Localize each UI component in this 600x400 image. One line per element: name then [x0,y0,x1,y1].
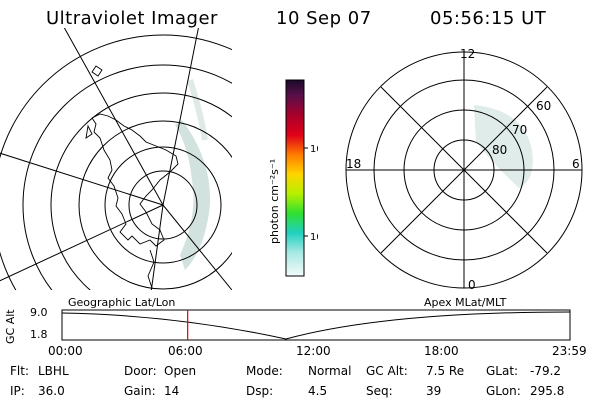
info-key: IP: [10,384,25,398]
info-key: Gain: [124,384,156,398]
info-value: Open [164,364,197,378]
mlt-label-18: 18 [346,157,361,171]
lat-circle [22,64,232,290]
info-value: 7.5 Re [426,364,465,378]
aurora-region [175,120,211,270]
geographic-map [0,28,232,290]
coastline [91,113,179,247]
coastline [85,124,93,139]
mlat-label-80: 80 [492,143,507,157]
instrument-title: Ultraviolet Imager [46,8,218,29]
info-value: 36.0 [38,384,65,398]
colorbar-unit-label: photon cm⁻²s⁻¹ [268,159,281,244]
mlt-label-0: 0 [468,278,476,292]
timeline-y-top: 9.0 [30,306,48,319]
time-tick-0600: 06:00 [168,344,203,358]
mlt-label-6: 6 [572,157,580,171]
time-tick-1800: 18:00 [424,344,459,358]
meridian [162,204,232,290]
time-label: 05:56:15 UT [430,8,547,29]
info-key: Mode: [246,364,283,378]
info-key: GLat: [486,364,519,378]
lat-circle [0,34,232,290]
polar-aurora-region [474,105,533,188]
info-key: GLon: [486,384,521,398]
time-tick-0000: 00:00 [48,344,83,358]
info-value: 39 [426,384,442,398]
meridian [162,28,199,206]
meridian [150,204,164,290]
mlat-label-60: 60 [536,99,551,113]
meridian [63,28,164,206]
info-value: -79.2 [530,364,562,378]
timeline-y-bottom: 1.8 [30,328,48,341]
altitude-curve [61,311,571,340]
time-tick-1200: 12:00 [296,344,331,358]
info-key: Door: [124,364,157,378]
info-value: LBHL [38,364,69,378]
info-key: Seq: [366,384,393,398]
colorbar-tick-10: 10 [310,232,318,243]
mlt-label-12: 12 [460,47,475,61]
altitude-timeline [61,309,571,341]
info-key: Flt: [10,364,29,378]
lat-circle [104,146,222,264]
info-value: Normal [308,364,352,378]
lat-circle [50,92,232,290]
timeline-axis-title: GC Alt [4,309,17,344]
lat-circle [128,170,198,240]
coastline [147,249,155,289]
coastline [91,65,103,77]
timeline-right-label: Apex MLat/MLT [424,296,507,309]
polar-plot: 12 18 6 0 60 70 80 [345,47,583,292]
meridian [0,152,164,206]
info-value: 4.5 [308,384,328,398]
intensity-colorbar: 100 10 photon cm⁻²s⁻¹ [268,79,318,277]
info-value: 295.8 [530,384,565,398]
info-key: GC Alt: [366,364,408,378]
lat-circle [78,120,232,290]
mlat-label-70: 70 [512,123,527,137]
meridian [0,204,164,282]
mlt-line [380,86,548,254]
time-tick-2359: 23:59 [552,344,587,358]
date-label: 10 Sep 07 [276,8,372,29]
timeline-left-label: Geographic Lat/Lon [68,296,176,309]
colorbar-tick-100: 100 [310,144,318,155]
info-value: 14 [164,384,180,398]
info-key: Dsp: [246,384,274,398]
